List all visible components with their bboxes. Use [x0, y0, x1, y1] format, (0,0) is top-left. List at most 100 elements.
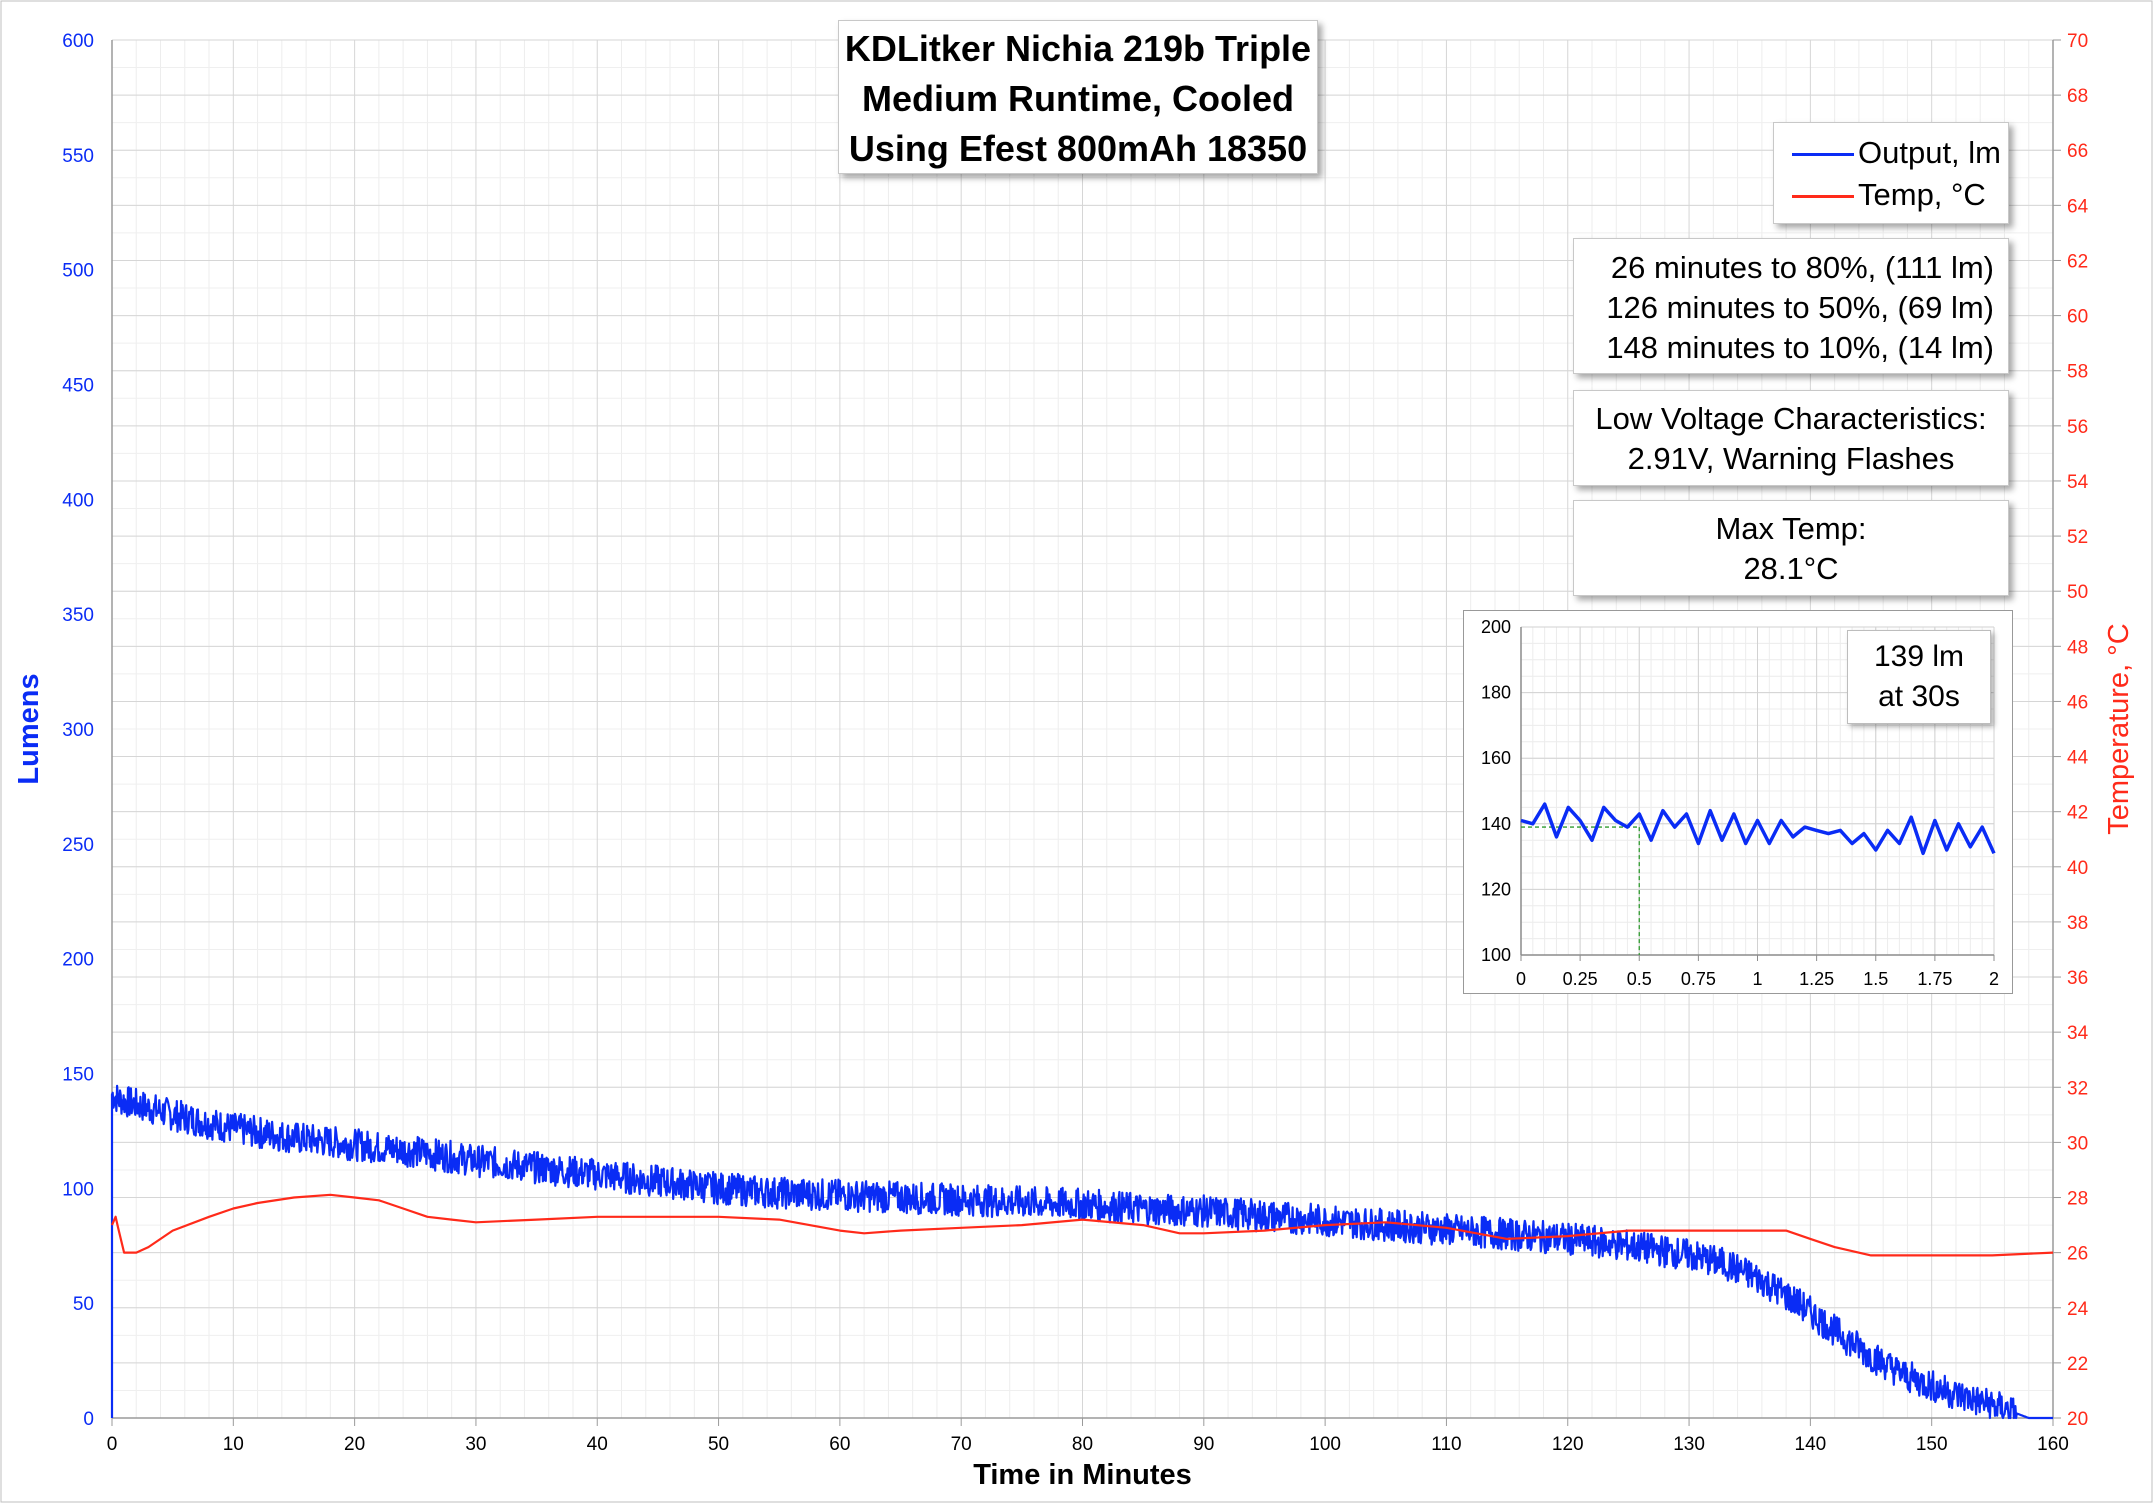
y2-tick-label: 36 [2067, 968, 2088, 989]
x-tick-label: 110 [1431, 1434, 1461, 1455]
y2-tick-label: 42 [2067, 803, 2088, 824]
x-tick-label: 60 [829, 1434, 850, 1455]
y2-tick-label: 22 [2067, 1354, 2088, 1375]
y-axis-title: Lumens [13, 673, 45, 784]
y-tick-label: 0 [83, 1409, 94, 1430]
inset-x-tick-label: 0.25 [1563, 969, 1598, 989]
title-line-2: Medium Runtime, Cooled [862, 78, 1294, 119]
inset-x-tick-label: 1.75 [1917, 969, 1952, 989]
runtime-line-1: 26 minutes to 80%, (111 lm) [1610, 250, 1994, 285]
x-tick-label: 90 [1193, 1434, 1214, 1455]
legend-label-output: Output, lm [1858, 135, 2001, 170]
y2-tick-label: 56 [2067, 417, 2088, 438]
y-tick-label: 150 [62, 1065, 94, 1086]
y2-tick-label: 54 [2067, 472, 2089, 493]
y-tick-label: 350 [62, 605, 94, 626]
inset-y-tick-label: 200 [1481, 617, 1511, 637]
y-tick-label: 600 [62, 31, 94, 52]
inset-x-tick-label: 1.5 [1863, 969, 1888, 989]
x-tick-label: 30 [465, 1434, 486, 1455]
inset-x-tick-label: 1 [1752, 969, 1762, 989]
y2-tick-label: 58 [2067, 362, 2088, 383]
y2-tick-label: 50 [2067, 582, 2088, 603]
inset-y-tick-label: 180 [1481, 683, 1511, 703]
x-tick-label: 120 [1552, 1434, 1584, 1455]
max-temp-annotation: Max Temp: 28.1°C [1573, 500, 2009, 596]
low-voltage-annotation: Low Voltage Characteristics: 2.91V, Warn… [1573, 390, 2009, 486]
runtime-line-3: 148 minutes to 10%, (14 lm) [1606, 330, 1994, 365]
y2-tick-label: 68 [2067, 86, 2088, 107]
y-tick-label: 200 [62, 950, 94, 971]
y2-tick-label: 62 [2067, 251, 2088, 272]
legend: Output, lm Temp, °C [1773, 122, 2009, 224]
x-tick-label: 160 [2037, 1434, 2069, 1455]
chart-title: KDLitker Nichia 219b Triple Medium Runti… [838, 20, 1318, 174]
y2-tick-label: 24 [2067, 1299, 2089, 1320]
x-axis-title: Time in Minutes [973, 1459, 1192, 1491]
y2-tick-label: 30 [2067, 1133, 2088, 1154]
x-tick-label: 100 [1309, 1434, 1341, 1455]
inset-x-tick-label: 2 [1989, 969, 1999, 989]
inset-x-tick-label: 0.75 [1681, 969, 1716, 989]
y-tick-label: 100 [62, 1179, 94, 1200]
inset-annotation-line-2: at 30s [1878, 680, 1960, 713]
y-tick-label: 500 [62, 261, 94, 282]
y2-tick-label: 48 [2067, 637, 2088, 658]
y2-tick-label: 20 [2067, 1409, 2088, 1430]
inset-y-tick-label: 120 [1481, 879, 1511, 899]
legend-item-temp: Temp, °C [1792, 175, 1986, 215]
y-tick-label: 50 [73, 1294, 94, 1315]
inset-y-tick-label: 100 [1481, 945, 1511, 965]
x-tick-label: 80 [1072, 1434, 1093, 1455]
y2-tick-label: 32 [2067, 1078, 2088, 1099]
max-temp-line-1: Max Temp: [1715, 511, 1867, 546]
inset-x-tick-label: 0 [1516, 969, 1526, 989]
x-tick-label: 50 [708, 1434, 729, 1455]
y2-tick-label: 28 [2067, 1189, 2088, 1210]
y-tick-label: 250 [62, 835, 94, 856]
x-tick-label: 0 [107, 1434, 118, 1455]
x-tick-label: 130 [1673, 1434, 1705, 1455]
x-tick-label: 20 [344, 1434, 365, 1455]
y2-tick-label: 52 [2067, 527, 2088, 548]
y2-tick-label: 60 [2067, 307, 2088, 328]
y2-tick-label: 34 [2067, 1023, 2089, 1044]
x-tick-label: 150 [1916, 1434, 1948, 1455]
inset-annotation: 139 lm at 30s [1847, 630, 1991, 724]
x-tick-label: 10 [223, 1434, 244, 1455]
legend-label-temp: Temp, °C [1858, 177, 1986, 212]
y2-tick-label: 66 [2067, 141, 2088, 162]
y2-tick-label: 26 [2067, 1244, 2088, 1265]
x-tick-label: 140 [1795, 1434, 1827, 1455]
low-voltage-line-1: Low Voltage Characteristics: [1595, 401, 1987, 436]
y2-tick-label: 46 [2067, 692, 2088, 713]
y-tick-label: 550 [62, 146, 94, 167]
legend-item-output: Output, lm [1792, 133, 2001, 173]
title-line-1: KDLitker Nichia 219b Triple [844, 28, 1312, 69]
x-tick-label: 70 [951, 1434, 972, 1455]
y-tick-label: 300 [62, 720, 94, 741]
runtime-line-2: 126 minutes to 50%, (69 lm) [1606, 290, 1994, 325]
y-tick-label: 400 [62, 490, 94, 511]
inset-annotation-line-1: 139 lm [1873, 640, 1965, 673]
y2-tick-label: 70 [2067, 31, 2088, 52]
y2-tick-label: 64 [2067, 196, 2089, 217]
inset-x-tick-label: 0.5 [1627, 969, 1652, 989]
series-line-output [110, 1084, 2053, 1420]
y2-tick-label: 38 [2067, 913, 2088, 934]
y2-axis-title: Temperature, °C [2103, 623, 2135, 834]
inset-y-tick-label: 160 [1481, 748, 1511, 768]
x-tick-label: 40 [587, 1434, 608, 1455]
max-temp-line-2: 28.1°C [1743, 551, 1839, 586]
low-voltage-line-2: 2.91V, Warning Flashes [1627, 441, 1955, 476]
series-line-temp [110, 1193, 2054, 1257]
runtime-annotation: 26 minutes to 80%, (111 lm) 126 minutes … [1573, 238, 2009, 374]
inset-series-line-output [1520, 802, 1996, 856]
legend-swatch-output [1792, 153, 1854, 157]
y2-tick-label: 44 [2067, 748, 2089, 769]
inset-y-tick-label: 140 [1481, 814, 1511, 834]
title-line-3: Using Efest 800mAh 18350 [848, 128, 1308, 169]
inset-x-tick-label: 1.25 [1799, 969, 1834, 989]
legend-swatch-temp [1792, 195, 1854, 199]
